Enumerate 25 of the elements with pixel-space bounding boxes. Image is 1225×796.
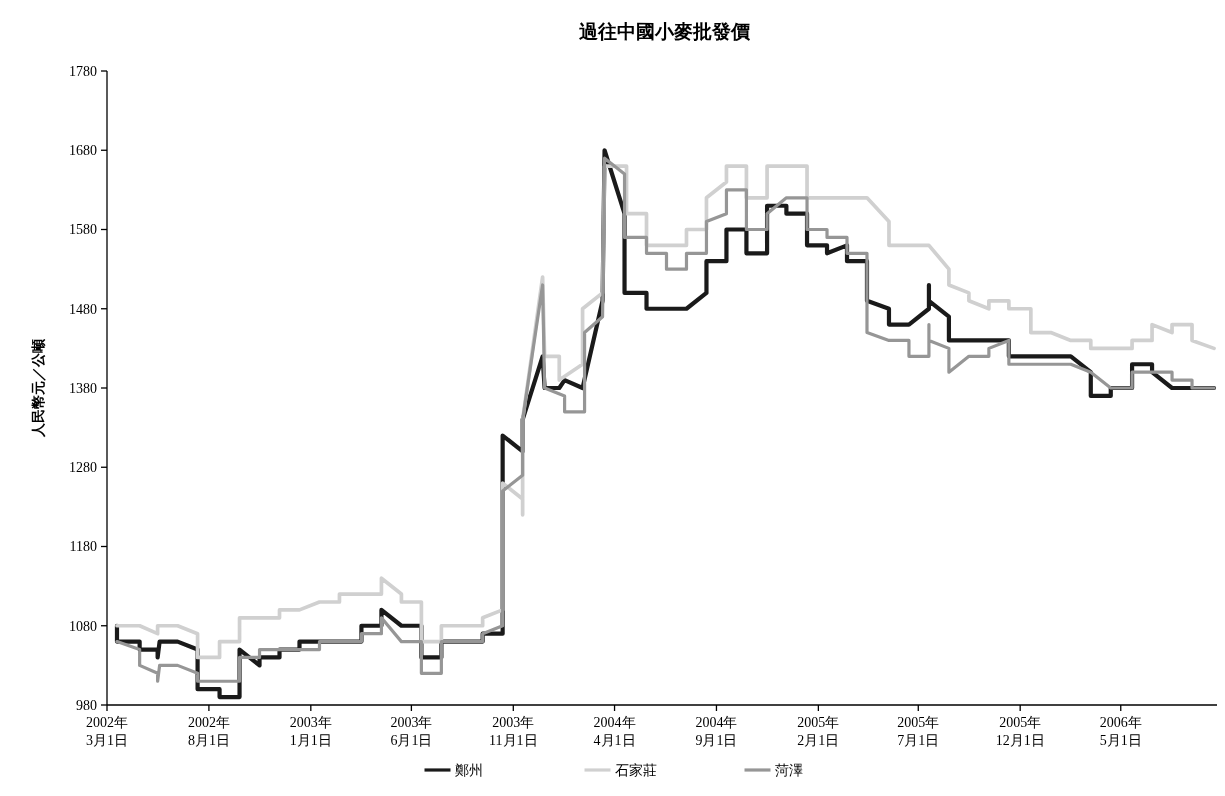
x-tick-label: 2002年 3月1日 [86, 715, 128, 748]
x-tick-label: 2003年 11月1日 [489, 715, 538, 748]
y-tick-label: 980 [76, 697, 97, 713]
x-tick-label: 2002年 8月1日 [187, 715, 230, 748]
legend-label: 鄭州 [454, 762, 483, 778]
legend-label: 菏澤 [774, 762, 803, 778]
y-axis-title: 人民幣元／公噸 [31, 338, 46, 438]
x-tick-label: 2005年 7月1日 [897, 715, 940, 748]
y-tick-label: 1380 [69, 380, 97, 396]
x-tick-label: 2003年 1月1日 [289, 715, 332, 748]
x-tick-label: 2004年 9月1日 [695, 715, 738, 748]
y-tick-label: 1480 [69, 301, 97, 317]
x-tick-label: 2006年 5月1日 [1099, 715, 1142, 748]
chart-title: 過往中國小麥批發價 [578, 21, 751, 42]
y-tick-label: 1080 [69, 618, 97, 634]
x-tick-label: 2003年 6月1日 [390, 715, 433, 748]
y-tick-label: 1780 [69, 63, 97, 79]
y-tick-label: 1680 [69, 143, 97, 159]
y-tick-label: 1280 [69, 460, 97, 476]
y-tick-label: 1180 [69, 539, 97, 555]
x-tick-label: 2005年 12月1日 [995, 715, 1045, 748]
legend-label: 石家莊 [614, 762, 657, 778]
x-tick-label: 2004年 4月1日 [593, 715, 636, 748]
y-tick-label: 1580 [69, 222, 97, 238]
x-tick-label: 2005年 2月1日 [797, 715, 840, 748]
